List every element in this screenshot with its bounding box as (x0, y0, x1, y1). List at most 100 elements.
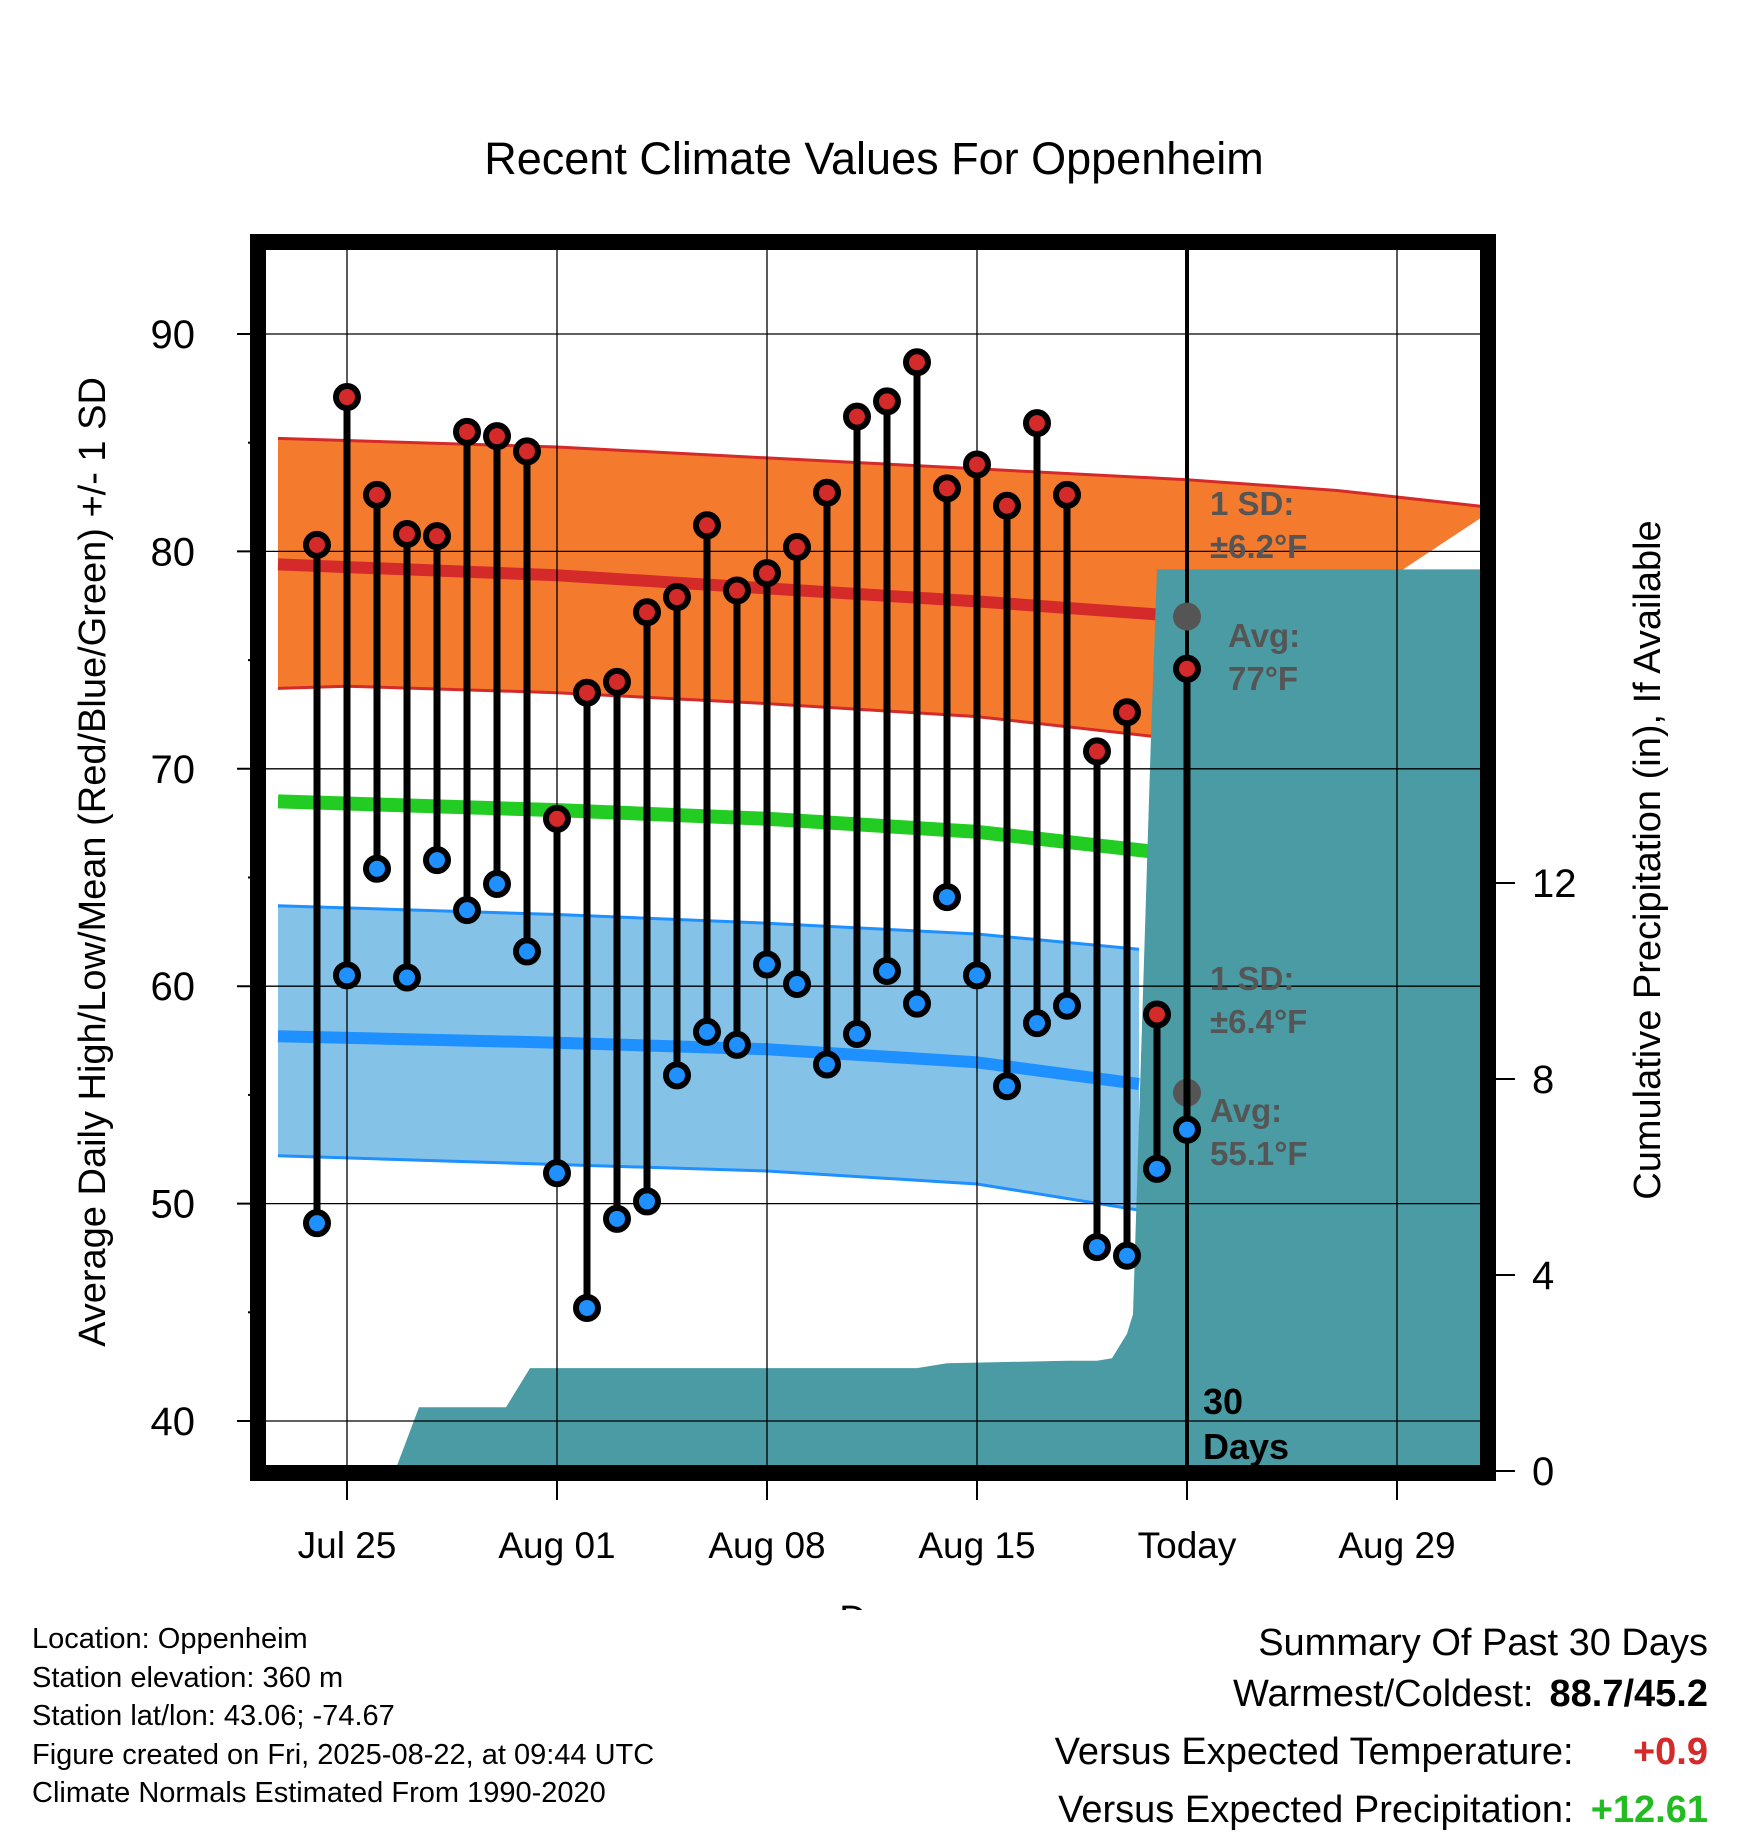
daily-high-point (303, 530, 331, 559)
x-tick-label: Jul 25 (298, 1525, 397, 1566)
y-tick-label: 80 (151, 530, 196, 574)
daily-low-point (963, 961, 991, 990)
daily-high-point (933, 474, 961, 503)
y-axis-label: Average Daily High/Low/Mean (Red/Blue/Gr… (72, 377, 114, 1347)
daily-high-point (1023, 409, 1051, 438)
y-tick-label: 90 (151, 313, 196, 357)
daily-low-point (483, 870, 511, 899)
x-tick-label: Today (1138, 1525, 1237, 1566)
daily-low-point (933, 883, 961, 912)
daily-low-point (663, 1061, 691, 1090)
y2-tick-label: 8 (1532, 1058, 1554, 1102)
climate-normals-source: Climate Normals Estimated From 1990-2020 (32, 1777, 606, 1809)
high-avg-label: Avg: (1228, 617, 1300, 654)
chart-title: Recent Climate Values For Oppenheim (484, 133, 1264, 184)
x-tick-label: Aug 29 (1338, 1525, 1455, 1566)
y2-tick-label: 4 (1532, 1254, 1554, 1298)
x-tick-label: Aug 01 (498, 1525, 615, 1566)
x-tick-label: Aug 15 (918, 1525, 1035, 1566)
daily-low-point (873, 956, 901, 985)
high-sd-value: ±6.2°F (1210, 528, 1307, 565)
warmest-coldest-label: Warmest/Coldest: (1232, 1673, 1534, 1715)
daily-high-point (1113, 698, 1141, 727)
daily-high-point (1053, 480, 1081, 509)
x-tick-label: Aug 08 (708, 1525, 825, 1566)
daily-high-point (363, 480, 391, 509)
daily-low-point (363, 854, 391, 883)
plot-area (263, 247, 1483, 1468)
daily-high-point (753, 559, 781, 588)
summary-heading: Summary Of Past 30 Days (1258, 1622, 1708, 1664)
y-tick-label: 60 (151, 965, 196, 1009)
daily-high-point (543, 804, 571, 833)
daily-high-point (333, 383, 361, 412)
daily-low-point (843, 1020, 871, 1049)
daily-high-point (783, 533, 811, 562)
daily-low-point (513, 937, 541, 966)
low-sd-label: 1 SD: (1210, 960, 1294, 997)
daily-low-point (573, 1293, 601, 1322)
daily-high-point (663, 583, 691, 612)
daily-low-point (633, 1187, 661, 1216)
daily-low-point (543, 1159, 571, 1188)
daily-high-point (693, 511, 721, 540)
daily-low-point (1173, 1115, 1201, 1144)
daily-low-point (903, 989, 931, 1018)
daily-high-point (873, 387, 901, 416)
y-tick-label: 70 (151, 748, 196, 792)
warmest-coldest-value: 88.7/45.2 (1549, 1673, 1708, 1715)
today-high-avg-marker (1173, 602, 1201, 631)
low-avg-value: 55.1°F (1210, 1135, 1308, 1172)
daily-low-point (603, 1204, 631, 1233)
low-sd-band (278, 905, 1139, 1211)
x-axis-label: Day (839, 1599, 907, 1610)
station-latlon: Station lat/lon: 43.06; -74.67 (32, 1700, 395, 1732)
daily-low-point (453, 896, 481, 925)
today-days-label: Days (1203, 1426, 1289, 1467)
station-info: Location: Oppenheim Station elevation: 3… (32, 1620, 654, 1813)
daily-high-point (993, 491, 1021, 520)
daily-low-point (303, 1209, 331, 1238)
daily-high-point (393, 520, 421, 549)
precip-area (278, 569, 1483, 1468)
daily-low-point (1083, 1233, 1111, 1262)
daily-high-point (1143, 1000, 1171, 1029)
daily-low-point (723, 1030, 751, 1059)
daily-low-point (753, 950, 781, 979)
temp-departure-value: +0.9 (1632, 1731, 1708, 1773)
daily-low-point (423, 846, 451, 875)
y-tick-label: 40 (151, 1400, 196, 1444)
daily-high-point (513, 437, 541, 466)
daily-low-point (1053, 991, 1081, 1020)
daily-high-point (483, 422, 511, 451)
daily-high-point (603, 667, 631, 696)
daily-high-point (963, 450, 991, 479)
station-location: Location: Oppenheim (32, 1623, 308, 1655)
daily-low-point (813, 1050, 841, 1079)
today-days-label: 30 (1203, 1381, 1243, 1422)
daily-low-point (1023, 1009, 1051, 1038)
precip-departure-value: +12.61 (1590, 1789, 1708, 1831)
daily-high-point (573, 678, 601, 707)
y2-tick-label: 0 (1532, 1450, 1554, 1494)
high-avg-value: 77°F (1228, 660, 1298, 697)
plot-frame (250, 234, 1496, 1481)
daily-high-point (1173, 654, 1201, 683)
daily-low-point (1143, 1154, 1171, 1183)
daily-low-point (333, 961, 361, 990)
daily-high-point (843, 402, 871, 431)
y-tick-label: 50 (151, 1183, 196, 1227)
y2-axis-label: Cumulative Precipitation (in), If Availa… (1627, 520, 1669, 1199)
station-elevation: Station elevation: 360 m (32, 1661, 344, 1694)
daily-low-point (783, 970, 811, 999)
low-avg-label: Avg: (1210, 1092, 1282, 1129)
y2-tick-label: 12 (1532, 862, 1577, 906)
daily-low-point (393, 963, 421, 992)
figure-created: Figure created on Fri, 2025-08-22, at 09… (32, 1738, 655, 1771)
daily-low-point (993, 1072, 1021, 1101)
daily-high-point (633, 598, 661, 627)
daily-low-point (1113, 1241, 1141, 1270)
summary-panel: Summary Of Past 30 Days Warmest/Coldest:… (1055, 1618, 1708, 1843)
daily-high-point (423, 522, 451, 551)
low-sd-value: ±6.4°F (1210, 1003, 1307, 1040)
